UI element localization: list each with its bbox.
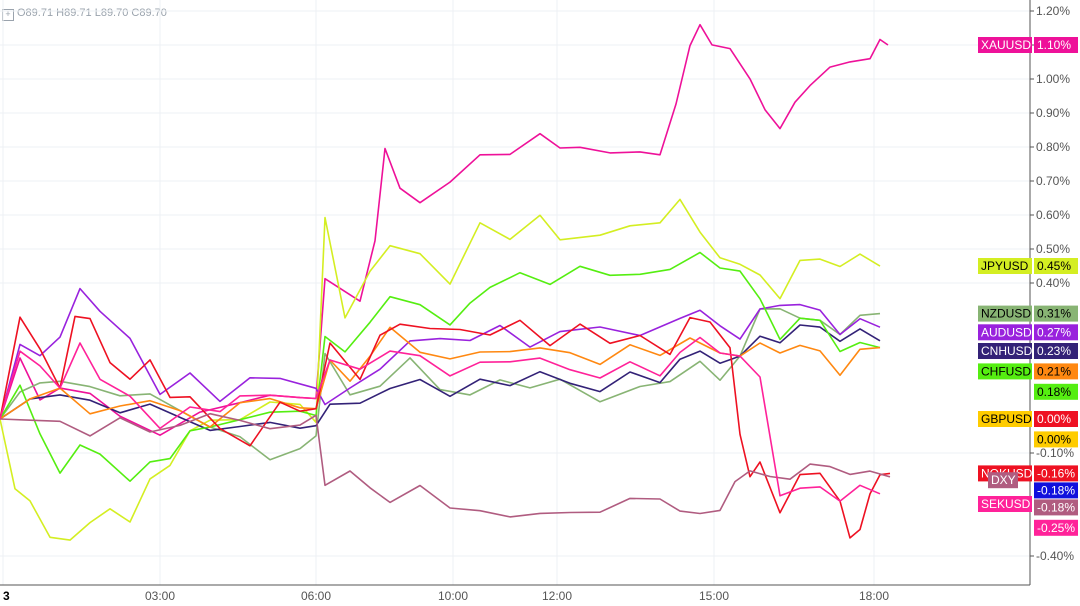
series-tag-label: CHFUSD — [981, 364, 1031, 378]
value-badge — [1034, 343, 1078, 359]
x-axis: 3 03:00 06:00 10:00 12:00 15:00 18:00 — [3, 589, 889, 603]
series-line-nokusd — [0, 315, 891, 539]
series-name-tags: XAUUSD JPYUSD NZDUSD AUDUSD CNHUSD CHFUSD GBPU… — [978, 37, 1033, 512]
y-tick-label: 0.70% — [1036, 174, 1070, 188]
value-badge — [1034, 519, 1078, 536]
series-line-gbpusd — [0, 326, 881, 428]
value-badge-label: 0.45% — [1037, 259, 1071, 273]
value-badge-label: -0.25% — [1037, 521, 1075, 535]
value-badge-label: 0.21% — [1037, 364, 1071, 378]
value-badge — [1034, 411, 1078, 427]
value-badge-label: 0.18% — [1037, 385, 1071, 399]
value-badge-label: -0.18% — [1037, 500, 1075, 514]
series-tag-audusd — [978, 324, 1032, 341]
value-badge — [1034, 258, 1078, 274]
series-tag-label: JPYUSD — [981, 259, 1029, 273]
value-badges: 1.10% 0.45% 0.31% 0.27% 0.23% 0.21% 0.18% 0.00%… — [1034, 37, 1078, 536]
ohlc-open: O89.71 — [17, 7, 54, 19]
y-tick-label: 0.40% — [1036, 276, 1070, 290]
y-tick-label: -0.10% — [1036, 446, 1074, 460]
ohlc-low: L89.70 — [94, 7, 129, 19]
x-tick-label: 06:00 — [301, 589, 331, 603]
series-tag-nzdusd — [978, 305, 1032, 322]
value-badge — [1034, 363, 1078, 380]
series-line-dxy — [0, 412, 891, 518]
x-tick-label: 10:00 — [438, 589, 468, 603]
ohlc-high: H89.71 — [56, 7, 92, 19]
value-badge — [1034, 324, 1078, 341]
value-badge — [1034, 305, 1078, 322]
x-tick-label: 03:00 — [145, 589, 175, 603]
series-tag-label: AUDUSD — [981, 325, 1032, 339]
series-tag-label: CNHUSD — [981, 344, 1033, 358]
series-tag-label: GBPUSD — [981, 412, 1032, 426]
value-badge — [1034, 37, 1078, 53]
y-tick-label: 1.20% — [1036, 4, 1070, 18]
y-tick-label: 0.80% — [1036, 140, 1070, 154]
y-tick-label: 1.00% — [1036, 72, 1070, 86]
x-tick-label: 18:00 — [859, 589, 889, 603]
value-badge-label: 0.27% — [1037, 325, 1071, 339]
x-tick-label: 15:00 — [699, 589, 729, 603]
value-badge-label: 0.00% — [1037, 412, 1071, 426]
value-badge — [1034, 465, 1078, 482]
series-line-cnhusd — [0, 324, 881, 432]
series-tag-chfusd — [978, 363, 1032, 380]
value-badge-label: 0.31% — [1037, 307, 1071, 321]
y-tick-label: -0.40% — [1036, 549, 1074, 563]
series-tag-xauusd — [978, 37, 1032, 53]
series-tag-label: SEKUSD — [981, 497, 1031, 511]
value-badge-label: -0.16% — [1037, 466, 1075, 480]
value-badge-label: 0.00% — [1037, 432, 1071, 446]
series-line-nzdusd — [0, 307, 881, 461]
series-tag-dxy — [988, 472, 1018, 489]
series-lines — [0, 23, 891, 541]
value-badge — [1034, 499, 1078, 516]
series-line-xauusd — [0, 23, 889, 437]
value-badge — [1034, 482, 1078, 499]
grid — [0, 0, 1031, 586]
y-tick-label: 0.60% — [1036, 208, 1070, 222]
y-tick-label: 0.50% — [1036, 242, 1070, 256]
value-badge-label: 1.10% — [1037, 38, 1071, 52]
series-tag-jpyusd — [978, 258, 1032, 274]
series-line-audusd — [0, 287, 881, 420]
value-badge-label: 0.23% — [1037, 344, 1071, 358]
series-line-sekusd — [0, 336, 881, 502]
series-line-jpyusd — [0, 198, 881, 541]
value-badge — [1034, 383, 1078, 400]
series-tag-label: DXY — [991, 473, 1016, 487]
ohlc-readout: + O89.71 H89.71 L89.70 C89.70 — [2, 7, 167, 21]
series-tag-label: NZDUSD — [981, 307, 1031, 321]
value-badge-label: -0.18% — [1037, 483, 1075, 497]
series-line-chfusd — [0, 251, 881, 483]
ohlc-close: C89.70 — [131, 7, 167, 19]
x-tick-label: 3 — [3, 589, 10, 603]
value-badge — [1034, 431, 1078, 448]
x-tick-label: 12:00 — [542, 589, 572, 603]
series-tag-label: XAUUSD — [981, 38, 1031, 52]
series-tag-gbpusd — [978, 411, 1032, 427]
series-tag-sekusd — [978, 496, 1032, 512]
series-tag-cnhusd — [978, 343, 1032, 359]
y-tick-label: 0.90% — [1036, 106, 1070, 120]
